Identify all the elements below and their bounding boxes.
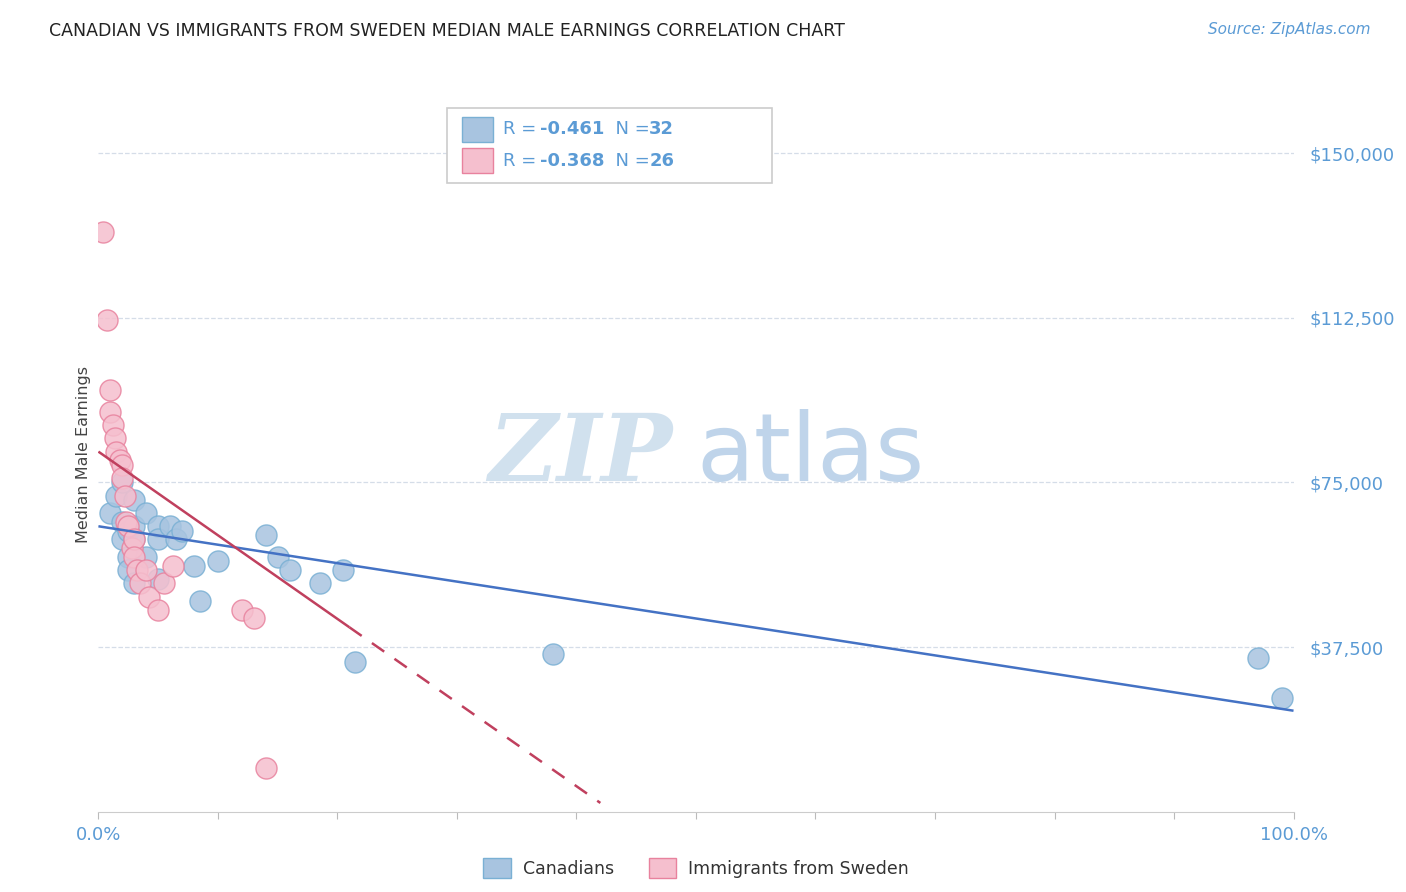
Point (124, 533, 146, 547)
Point (183, 558, 205, 573)
Point (278, 563, 301, 577)
Point (124, 492, 146, 507)
Text: 32: 32 (650, 120, 675, 138)
Point (1271, 690, 1294, 705)
Point (117, 519, 139, 533)
Point (243, 611, 266, 625)
Text: ZIP: ZIP (488, 410, 672, 500)
Text: R =: R = (503, 120, 541, 138)
Point (111, 475, 134, 490)
Point (125, 563, 148, 577)
Point (159, 519, 181, 533)
Point (308, 576, 330, 591)
Point (138, 590, 160, 604)
Point (117, 563, 139, 577)
Point (111, 458, 134, 472)
Point (231, 603, 253, 617)
Point (124, 533, 146, 547)
Point (254, 528, 277, 542)
Text: atlas: atlas (696, 409, 924, 501)
Text: Source: ZipAtlas.com: Source: ZipAtlas.com (1208, 22, 1371, 37)
Point (108, 453, 131, 467)
Point (148, 519, 170, 533)
Point (111, 533, 134, 547)
Point (114, 489, 136, 503)
Point (91, 225, 114, 239)
Point (96, 313, 118, 327)
Point (124, 519, 146, 533)
Point (541, 647, 564, 661)
Point (111, 471, 134, 485)
Point (121, 541, 143, 556)
Point (105, 444, 128, 458)
Legend: Canadians, Immigrants from Sweden: Canadians, Immigrants from Sweden (475, 851, 917, 885)
Point (148, 572, 170, 586)
Point (135, 563, 157, 577)
Point (98, 405, 122, 419)
Point (148, 603, 170, 617)
Point (117, 524, 139, 538)
Text: N =: N = (605, 152, 655, 169)
Point (129, 576, 152, 591)
Point (267, 549, 290, 564)
Point (165, 533, 187, 547)
Text: -0.368: -0.368 (540, 152, 605, 169)
Point (135, 549, 157, 564)
Text: N =: N = (605, 120, 655, 138)
Point (101, 418, 124, 433)
Point (135, 506, 157, 520)
Text: 26: 26 (650, 152, 675, 169)
Point (98, 383, 122, 397)
Point (207, 554, 229, 568)
Point (124, 576, 146, 591)
Point (124, 549, 146, 564)
Point (254, 761, 277, 775)
Point (105, 489, 128, 503)
Y-axis label: Median Male Earnings: Median Male Earnings (76, 367, 91, 543)
Point (172, 524, 194, 538)
Point (344, 656, 367, 670)
Point (162, 558, 184, 573)
Point (1246, 651, 1268, 665)
Point (115, 515, 138, 529)
Point (104, 432, 127, 446)
Point (188, 594, 211, 608)
Point (148, 533, 170, 547)
Point (98, 506, 122, 520)
Point (111, 515, 134, 529)
Text: -0.461: -0.461 (540, 120, 605, 138)
Point (153, 576, 176, 591)
Point (117, 549, 139, 564)
Text: R =: R = (503, 152, 541, 169)
Point (332, 563, 354, 577)
Text: CANADIAN VS IMMIGRANTS FROM SWEDEN MEDIAN MALE EARNINGS CORRELATION CHART: CANADIAN VS IMMIGRANTS FROM SWEDEN MEDIA… (49, 22, 845, 40)
